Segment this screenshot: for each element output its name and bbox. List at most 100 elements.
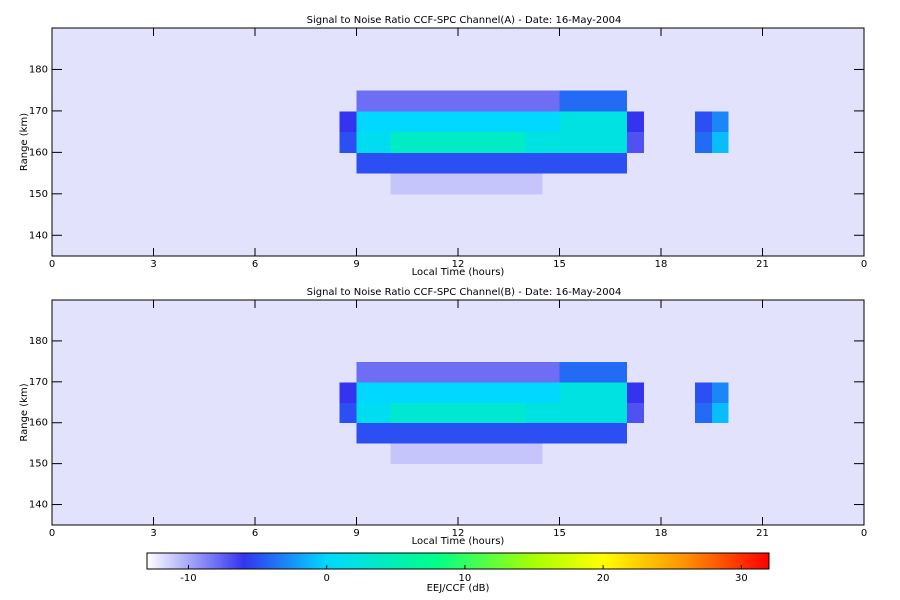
- heatmap-cell: [85, 484, 104, 506]
- heatmap-cell: [796, 463, 814, 485]
- heatmap-cell: [407, 443, 425, 465]
- heatmap-cell: [762, 340, 780, 362]
- heatmap-cell: [221, 131, 239, 153]
- heatmap-cell: [728, 463, 747, 485]
- heatmap-cell: [424, 320, 442, 342]
- heatmap-cell: [796, 28, 814, 50]
- heatmap-cell: [542, 90, 560, 112]
- heatmap-cell: [711, 28, 730, 50]
- heatmap-cell: [593, 214, 611, 236]
- heatmap-cell: [339, 402, 357, 424]
- heatmap-cell: [153, 193, 171, 216]
- heatmap-cell: [813, 422, 831, 444]
- heatmap-cell: [170, 361, 188, 383]
- heatmap-cell: [474, 28, 493, 50]
- heatmap-cell: [407, 48, 425, 70]
- heatmap-cell: [170, 443, 188, 465]
- heatmap-cell: [424, 152, 442, 174]
- heatmap-cell: [102, 90, 121, 112]
- heatmap-cell: [255, 173, 273, 195]
- x-tick-label: 9: [353, 528, 359, 539]
- heatmap-cell: [525, 422, 544, 444]
- heatmap-cell: [271, 131, 290, 153]
- heatmap-cell: [373, 69, 391, 91]
- heatmap-cell: [424, 173, 442, 195]
- heatmap-cell: [813, 48, 831, 70]
- heatmap-cell: [542, 320, 560, 342]
- heatmap-cell: [491, 381, 510, 403]
- heatmap-cell: [204, 214, 222, 236]
- heatmap-cell: [745, 173, 763, 195]
- heatmap-cell: [644, 320, 662, 342]
- heatmap-cell: [745, 131, 763, 153]
- heatmap-cell: [813, 193, 831, 216]
- heatmap-cell: [677, 69, 696, 91]
- heatmap-cell: [322, 422, 341, 444]
- heatmap-cell: [373, 152, 391, 174]
- heatmap-cell: [102, 504, 121, 526]
- heatmap-cell: [288, 193, 307, 216]
- heatmap-cell: [745, 504, 763, 526]
- heatmap-cell: [68, 152, 87, 174]
- heatmap-cell: [677, 193, 696, 216]
- heatmap-cell: [610, 422, 628, 444]
- heatmap-cell: [491, 193, 510, 216]
- heatmap-cell: [525, 340, 544, 362]
- heatmap-cell: [458, 90, 476, 112]
- heatmap-cell: [458, 443, 476, 465]
- heatmap-cell: [221, 152, 239, 174]
- heatmap-cell: [779, 463, 797, 485]
- heatmap-cell: [170, 422, 188, 444]
- heatmap-cell: [119, 463, 138, 485]
- heatmap-cell: [85, 463, 104, 485]
- heatmap-cell: [407, 320, 425, 342]
- heatmap-cell: [779, 443, 797, 465]
- heatmap-cell: [407, 28, 425, 50]
- heatmap-cell: [508, 484, 527, 506]
- heatmap-cell: [68, 28, 87, 50]
- heatmap-cell: [85, 443, 104, 465]
- heatmap-cell: [627, 484, 645, 506]
- heatmap-cell: [221, 361, 239, 383]
- heatmap-cell: [830, 320, 848, 342]
- heatmap-cell: [559, 90, 577, 112]
- heatmap-cell: [762, 193, 780, 216]
- heatmap-cell: [779, 69, 797, 91]
- heatmap-cell: [204, 422, 222, 444]
- heatmap-cell: [255, 402, 273, 424]
- heatmap-cell: [542, 504, 560, 526]
- heatmap-cell: [677, 381, 696, 403]
- heatmap-cell: [813, 381, 831, 403]
- heatmap-cell: [119, 48, 138, 70]
- heatmap-cell: [644, 381, 662, 403]
- heatmap-cell: [102, 69, 121, 91]
- heatmap-cell: [728, 300, 747, 321]
- heatmap-cell: [271, 422, 290, 444]
- heatmap-cell: [542, 131, 560, 153]
- heatmap-cell: [170, 300, 188, 321]
- heatmap-cell: [508, 28, 527, 50]
- heatmap-cell: [458, 235, 476, 257]
- heatmap-cell: [661, 422, 679, 444]
- heatmap-cell: [762, 28, 780, 50]
- heatmap-cell: [305, 504, 324, 526]
- heatmap-cell: [441, 48, 459, 70]
- heatmap-cell: [830, 340, 848, 362]
- heatmap-cell: [593, 422, 611, 444]
- heatmap-cell: [187, 340, 205, 362]
- heatmap-cell: [136, 48, 154, 70]
- heatmap-cell: [52, 443, 70, 465]
- heatmap-cell: [170, 28, 188, 50]
- heatmap-cell: [830, 300, 848, 321]
- heatmap-cell: [255, 69, 273, 91]
- heatmap-cell: [559, 110, 577, 133]
- heatmap-cell: [271, 214, 290, 236]
- heatmap-cell: [559, 173, 577, 195]
- heatmap-cell: [559, 69, 577, 91]
- heatmap-cell: [745, 484, 763, 506]
- heatmap-cell: [288, 320, 307, 342]
- heatmap-cell: [102, 484, 121, 506]
- x-tick-label: 21: [756, 528, 769, 539]
- heatmap-cell: [305, 320, 324, 342]
- heatmap-cell: [85, 28, 104, 50]
